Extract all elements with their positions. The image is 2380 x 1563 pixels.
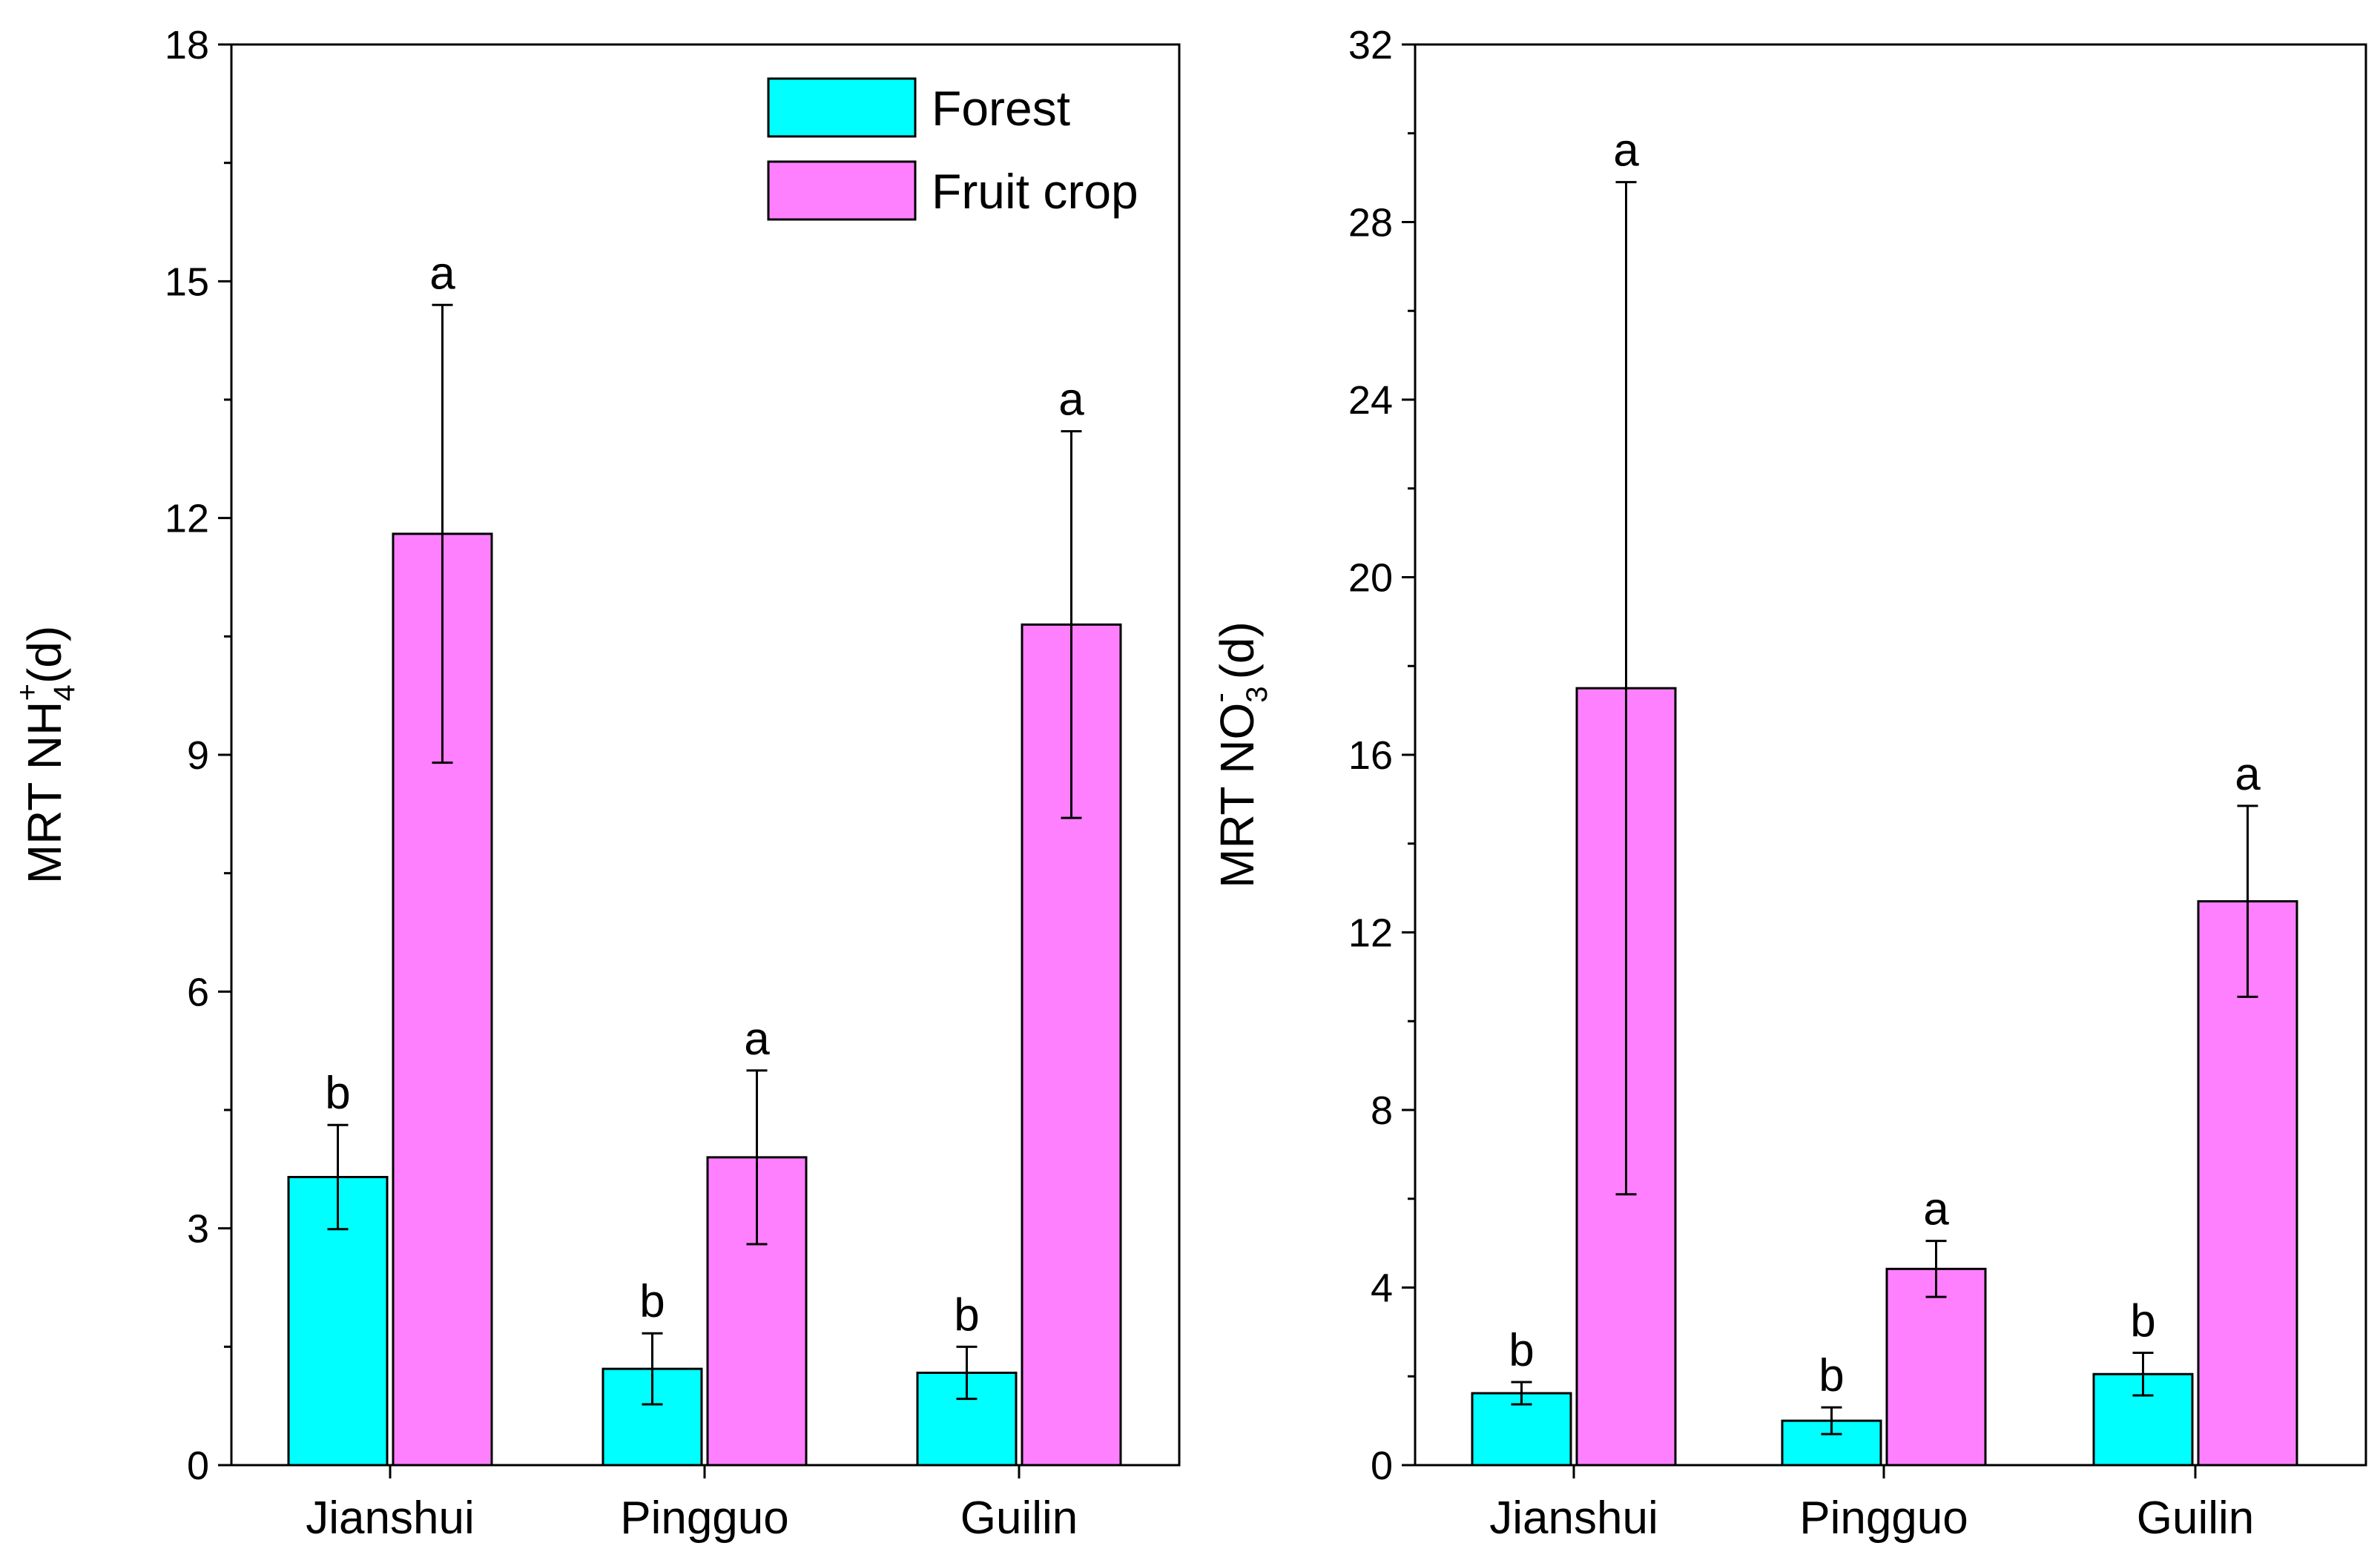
significance-letter: a	[1058, 374, 1084, 426]
x-tick-label-pingguo: Pingguo	[620, 1493, 789, 1544]
y-tick-label: 32	[1348, 23, 1393, 67]
y-axis-title-sup: -	[1204, 693, 1236, 702]
y-tick-label: 3	[187, 1207, 209, 1252]
significance-letter: b	[1819, 1350, 1844, 1401]
significance-letter: a	[744, 1014, 770, 1065]
error-bar-fruit-crop-jianshui	[432, 303, 453, 764]
x-tick-label-jianshui: Jianshui	[306, 1493, 474, 1544]
y-tick-label: 18	[165, 23, 209, 67]
y-tick-label: 8	[1371, 1088, 1393, 1133]
x-tick-label-guilin: Guilin	[2137, 1493, 2255, 1544]
y-tick-label: 4	[1371, 1266, 1393, 1311]
y-axis-title-prefix: MRT NO	[1210, 703, 1264, 888]
legend-swatch-forest	[767, 77, 917, 138]
x-tick-label-pingguo: Pingguo	[1799, 1493, 1968, 1544]
error-bar-forest-pingguo	[1821, 1406, 1842, 1435]
x-tick-label-jianshui: Jianshui	[1489, 1493, 1658, 1544]
y-tick-label: 12	[165, 497, 209, 541]
y-tick-label: 15	[165, 260, 209, 304]
significance-letter: b	[2130, 1296, 2155, 1347]
y-tick-label: 0	[1371, 1444, 1393, 1488]
y-tick-label: 9	[187, 733, 209, 778]
y-tick-label: 24	[1348, 378, 1393, 423]
legend-label-fruit-crop: Fruit crop	[932, 164, 1138, 219]
error-bar-fruit-crop-pingguo	[1925, 1240, 1947, 1298]
y-axis-title-sub: 4	[48, 684, 81, 701]
significance-letter: a	[1613, 125, 1639, 176]
error-bar-forest-guilin	[2132, 1352, 2154, 1397]
error-bar-fruit-crop-pingguo	[746, 1069, 768, 1246]
y-tick-label: 20	[1348, 556, 1393, 601]
y-tick-label: 6	[187, 970, 209, 1014]
significance-letter: b	[639, 1276, 665, 1327]
legend-swatch-fruit-crop	[767, 160, 917, 221]
error-bar-forest-jianshui	[327, 1123, 349, 1231]
error-bar-forest-guilin	[956, 1345, 978, 1401]
bar-fruit-crop-pingguo	[1885, 1267, 1987, 1467]
y-axis-title-suffix: (d)	[18, 626, 71, 684]
y-tick-label: 16	[1348, 733, 1393, 778]
error-bar-fruit-crop-guilin	[2237, 804, 2258, 998]
y-axis-title-suffix: (d)	[1210, 621, 1264, 693]
significance-letter: b	[954, 1289, 979, 1341]
error-bar-fruit-crop-jianshui	[1615, 181, 1637, 1196]
significance-letter: a	[1923, 1184, 1949, 1235]
significance-letter: a	[2235, 749, 2261, 800]
legend-label-forest: Forest	[932, 81, 1070, 136]
significance-letter: b	[1509, 1325, 1534, 1376]
significance-letter: b	[325, 1068, 350, 1119]
y-tick-label: 28	[1348, 201, 1393, 245]
y-axis-title-prefix: MRT NH	[18, 701, 71, 885]
y-axis-title: MRT NH4+(d)	[11, 626, 81, 884]
chart-panel-1: b b b a a a 0 3 6 9 12 15 18 Jianshui Pingguo Guilin MRT…	[11, 23, 1181, 1544]
error-bar-fruit-crop-guilin	[1061, 430, 1082, 819]
error-bar-forest-pingguo	[642, 1332, 663, 1406]
legend: Forest Fruit crop	[767, 77, 1138, 221]
x-tick-label-guilin: Guilin	[960, 1493, 1078, 1544]
y-tick-label: 12	[1348, 911, 1393, 956]
chart-panel-2: b b b a a a 0 4 8 12 16 20 24 28 32 Jianshui Pingguo Guil…	[1204, 23, 2367, 1544]
significance-letter: a	[429, 248, 455, 299]
y-tick-label: 0	[187, 1444, 209, 1488]
y-axis-title-sub: 3	[1241, 686, 1273, 702]
y-axis-title: MRT NO3- (d)	[1204, 621, 1273, 888]
y-axis-title-sup: +	[11, 684, 44, 701]
error-bar-forest-jianshui	[1511, 1381, 1532, 1406]
